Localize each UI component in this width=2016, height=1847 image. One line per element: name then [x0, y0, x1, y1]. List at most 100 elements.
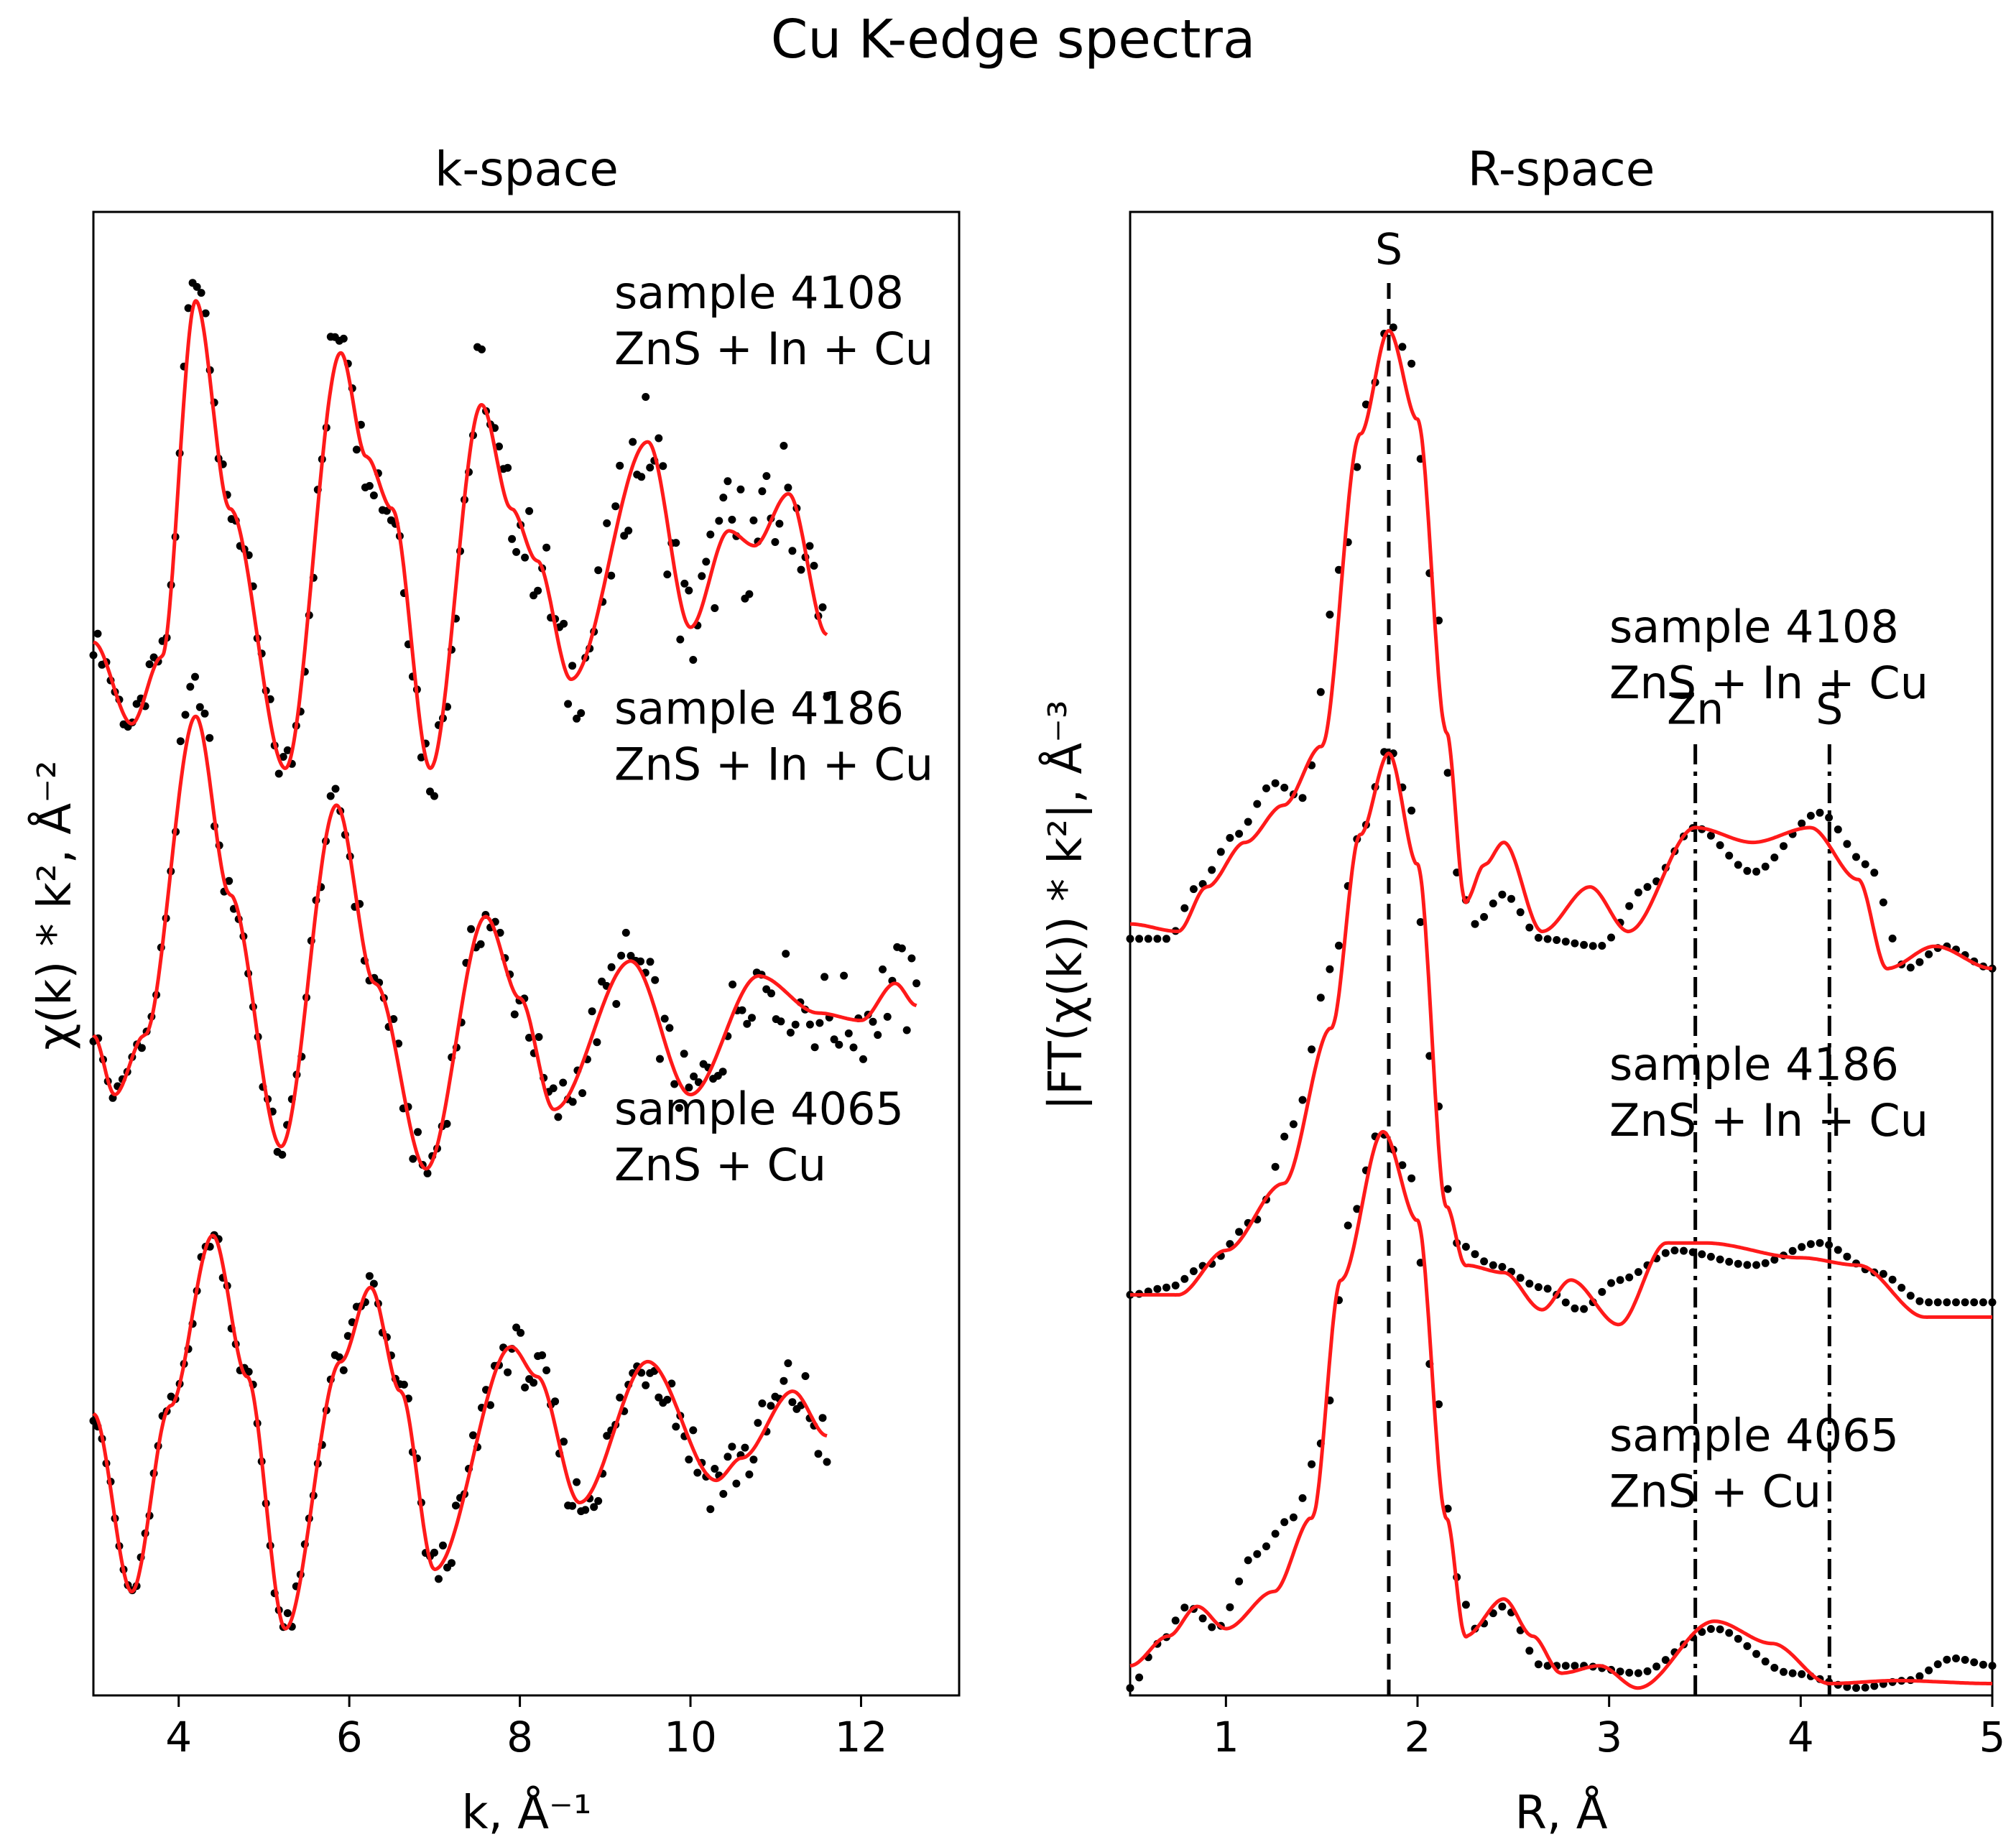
data-point: [791, 1020, 800, 1029]
data-point: [672, 1422, 680, 1431]
data-point: [1571, 939, 1579, 948]
data-point: [1480, 912, 1489, 921]
data-point: [642, 1381, 650, 1389]
data-point: [1834, 1246, 1842, 1254]
data-point: [244, 1368, 253, 1376]
data-point: [784, 483, 792, 492]
data-point: [1680, 1246, 1688, 1255]
data-point: [495, 443, 503, 450]
data-point: [1443, 1185, 1452, 1193]
data-point: [1634, 888, 1642, 897]
data-point: [1925, 1666, 1933, 1675]
data-point: [1734, 1259, 1742, 1268]
data-point: [814, 1450, 823, 1458]
x-tick-label: 4: [165, 1713, 192, 1762]
data-point: [805, 542, 814, 550]
data-point: [1788, 1669, 1797, 1677]
series-label: sample 4186: [614, 682, 904, 734]
data-point: [818, 1414, 827, 1422]
data-point: [1561, 1298, 1570, 1307]
data-point: [1788, 1246, 1797, 1255]
data-point: [655, 434, 663, 443]
data-point: [1189, 885, 1198, 894]
data-point: [1761, 1259, 1770, 1267]
data-point: [786, 1028, 795, 1037]
data-point: [1516, 1274, 1525, 1282]
data-point: [1271, 779, 1280, 787]
data-point: [1734, 1634, 1742, 1643]
data-point: [883, 1012, 892, 1021]
data-point: [1235, 1577, 1244, 1586]
data-point: [1244, 818, 1252, 826]
data-point: [1280, 1518, 1289, 1527]
data-point: [1534, 933, 1543, 942]
data-point: [1235, 830, 1244, 838]
data-point: [1289, 1120, 1298, 1129]
data-point: [1489, 1261, 1497, 1269]
data-point: [512, 1323, 521, 1332]
data-point: [1879, 1269, 1887, 1278]
data-point: [1625, 902, 1634, 910]
data-point: [835, 1040, 843, 1049]
data-point: [1326, 965, 1334, 973]
data-point: [685, 1455, 693, 1464]
data-point: [448, 1559, 456, 1568]
data-point: [1589, 942, 1597, 950]
data-point: [680, 1050, 688, 1058]
data-point: [1988, 1662, 1997, 1670]
data-point: [1743, 866, 1752, 875]
data-point: [1616, 1276, 1624, 1284]
data-point: [771, 538, 780, 546]
data-point: [1761, 1657, 1770, 1666]
data-point: [1216, 848, 1225, 856]
data-point: [414, 1128, 422, 1137]
data-point: [205, 733, 214, 742]
data-point: [1843, 1252, 1851, 1261]
data-point: [897, 944, 906, 953]
data-point: [1153, 935, 1162, 943]
data-point: [521, 553, 530, 562]
data-point: [659, 462, 667, 471]
data-point: [193, 282, 201, 291]
data-point: [1543, 1284, 1552, 1293]
r-space-ylabel: |FT(χ(k)) * k²|, Å⁻³: [1038, 700, 1093, 1110]
data-point: [469, 1431, 477, 1440]
data-point: [1226, 1240, 1234, 1249]
data-point: [1443, 769, 1452, 777]
data-point: [672, 539, 680, 547]
data-point: [1834, 825, 1842, 834]
series-label: sample 4065: [1609, 1409, 1899, 1461]
data-point: [745, 590, 754, 598]
data-point: [1598, 1287, 1606, 1296]
data-point: [1543, 1662, 1552, 1670]
data-point: [389, 1015, 398, 1023]
data-point: [621, 928, 630, 937]
data-point: [593, 1038, 601, 1047]
data-point: [200, 709, 209, 718]
data-point: [820, 973, 829, 981]
data-point: [616, 1393, 624, 1402]
data-point: [551, 1397, 560, 1406]
data-point: [1634, 1268, 1642, 1277]
data-point: [1925, 1298, 1933, 1307]
data-point: [476, 940, 485, 948]
data-point: [1798, 1670, 1806, 1678]
data-point: [1471, 920, 1479, 928]
data-point: [195, 703, 204, 711]
data-point: [1952, 1654, 1960, 1662]
data-point: [1598, 942, 1606, 950]
data-point: [176, 737, 185, 746]
data-point: [767, 1402, 775, 1410]
data-point: [1770, 1256, 1779, 1264]
data-point: [663, 570, 672, 579]
data-point: [745, 1470, 754, 1478]
data-point: [1670, 1246, 1679, 1255]
data-point: [801, 1372, 810, 1380]
data-point: [741, 1443, 749, 1452]
series-label: ZnS + Cu: [1609, 1465, 1821, 1517]
data-point: [685, 586, 693, 595]
data-point: [1906, 1292, 1915, 1300]
data-point: [1162, 1283, 1170, 1292]
